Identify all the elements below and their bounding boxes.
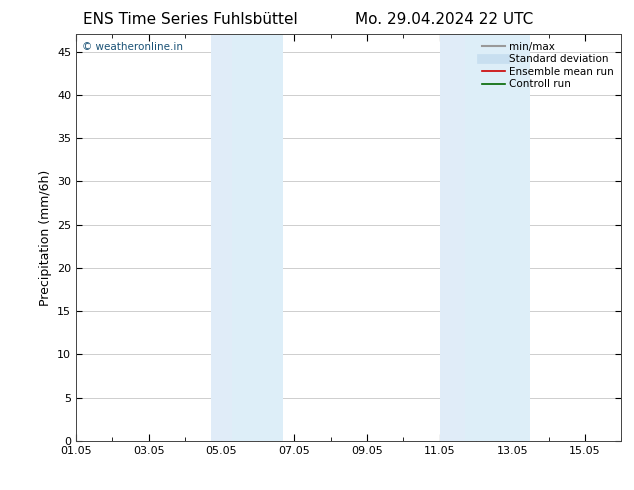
Text: ENS Time Series Fuhlsbüttel: ENS Time Series Fuhlsbüttel	[83, 12, 297, 27]
Text: © weatheronline.in: © weatheronline.in	[82, 43, 183, 52]
Y-axis label: Precipitation (mm/6h): Precipitation (mm/6h)	[39, 170, 51, 306]
Bar	[210, 34, 233, 441]
Legend: min/max, Standard deviation, Ensemble mean run, Controll run: min/max, Standard deviation, Ensemble me…	[480, 40, 616, 92]
Bar	[439, 34, 465, 441]
Text: Mo. 29.04.2024 22 UTC: Mo. 29.04.2024 22 UTC	[354, 12, 533, 27]
Bar	[465, 34, 531, 441]
Bar	[233, 34, 283, 441]
